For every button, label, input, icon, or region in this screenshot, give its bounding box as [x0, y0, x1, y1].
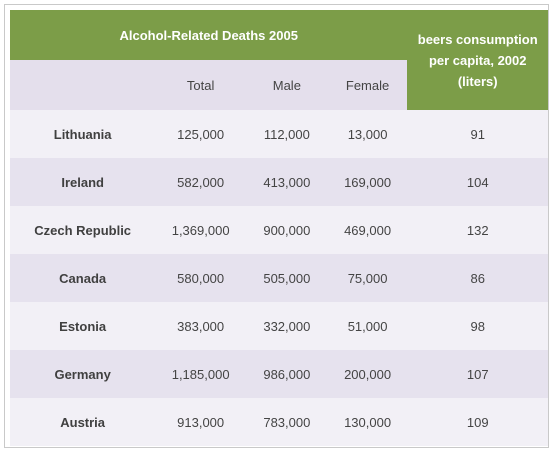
cell-male: 112,000: [246, 110, 328, 158]
cell-female: 75,000: [327, 254, 408, 302]
table-title: Alcohol-Related Deaths 2005: [10, 10, 408, 60]
cell-consumption: 86: [407, 254, 548, 302]
column-header-country: [10, 60, 156, 110]
cell-country: Canada: [10, 254, 156, 302]
column-header-male: Male: [246, 60, 328, 110]
data-table: Alcohol-Related Deaths 2005 beers consum…: [10, 10, 548, 446]
cell-male: 413,000: [246, 158, 328, 206]
cell-male: 986,000: [246, 350, 328, 398]
cell-female: 130,000: [327, 398, 408, 446]
cell-male: 505,000: [246, 254, 328, 302]
cell-consumption: 109: [407, 398, 548, 446]
table-row: Ireland 582,000 413,000 169,000 104: [10, 158, 548, 206]
cell-total: 582,000: [155, 158, 246, 206]
table-row: Canada 580,000 505,000 75,000 86: [10, 254, 548, 302]
table-frame: Alcohol-Related Deaths 2005 beers consum…: [4, 4, 549, 448]
cell-consumption: 104: [407, 158, 548, 206]
table-row: Estonia 383,000 332,000 51,000 98: [10, 302, 548, 350]
cell-total: 1,369,000: [155, 206, 246, 254]
cell-country: Lithuania: [10, 110, 156, 158]
cell-country: Germany: [10, 350, 156, 398]
cell-female: 469,000: [327, 206, 408, 254]
cell-total: 1,185,000: [155, 350, 246, 398]
cell-consumption: 91: [407, 110, 548, 158]
table-row: Austria 913,000 783,000 130,000 109: [10, 398, 548, 446]
cell-male: 332,000: [246, 302, 328, 350]
cell-total: 125,000: [155, 110, 246, 158]
cell-country: Estonia: [10, 302, 156, 350]
cell-female: 13,000: [327, 110, 408, 158]
cell-consumption: 98: [407, 302, 548, 350]
cell-female: 51,000: [327, 302, 408, 350]
consumption-header: beers consumption per capita, 2002 (lite…: [407, 10, 548, 110]
cell-consumption: 132: [407, 206, 548, 254]
table-row: Czech Republic 1,369,000 900,000 469,000 132: [10, 206, 548, 254]
table-body: Lithuania 125,000 112,000 13,000 91 Ireland 58…: [10, 110, 548, 446]
table-row: Lithuania 125,000 112,000 13,000 91: [10, 110, 548, 158]
cell-total: 580,000: [155, 254, 246, 302]
column-header-total: Total: [155, 60, 246, 110]
table-row: Germany 1,185,000 986,000 200,000 107: [10, 350, 548, 398]
cell-male: 783,000: [246, 398, 328, 446]
cell-country: Ireland: [10, 158, 156, 206]
column-header-female: Female: [327, 60, 408, 110]
cell-total: 913,000: [155, 398, 246, 446]
cell-female: 200,000: [327, 350, 408, 398]
cell-male: 900,000: [246, 206, 328, 254]
cell-total: 383,000: [155, 302, 246, 350]
cell-country: Austria: [10, 398, 156, 446]
cell-country: Czech Republic: [10, 206, 156, 254]
cell-consumption: 107: [407, 350, 548, 398]
header-row: Alcohol-Related Deaths 2005 beers consum…: [10, 10, 548, 110]
subheader-row: Total Male Female: [10, 60, 548, 110]
cell-female: 169,000: [327, 158, 408, 206]
